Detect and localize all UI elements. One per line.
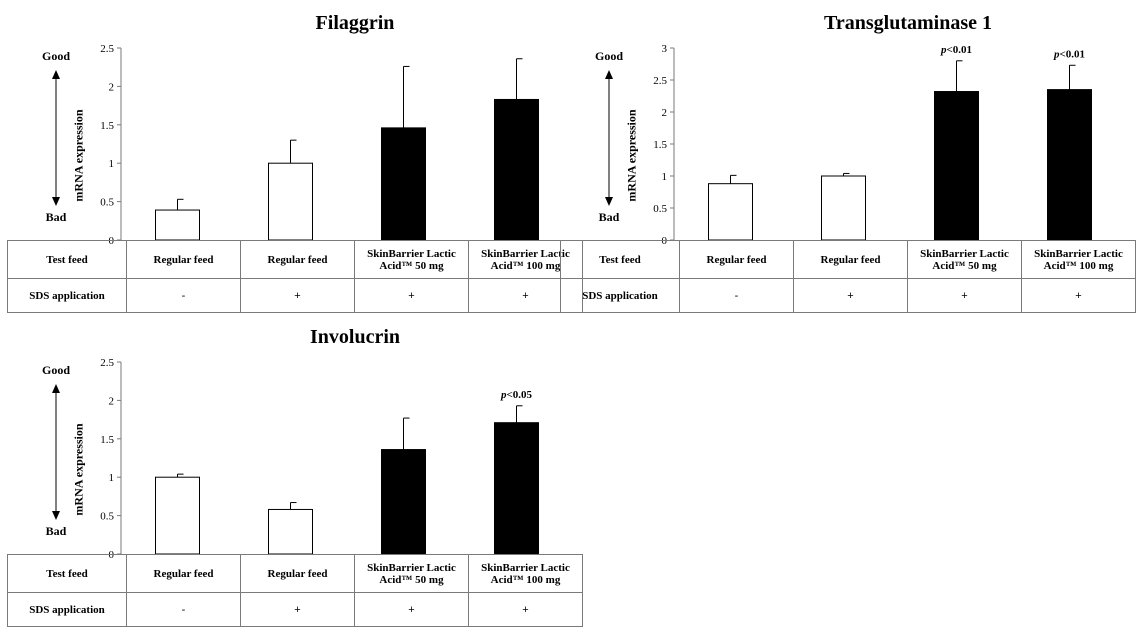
- y-tick-label: 0.5: [100, 511, 114, 523]
- y-tick-label: 1: [109, 472, 115, 484]
- sds-cell: +: [354, 592, 469, 627]
- sds-cell: +: [240, 278, 355, 313]
- bar-chart-svg: 00.511.522.5p<0.05: [52, 357, 539, 561]
- arrow-up-head: [52, 70, 60, 79]
- significance-label: p<0.05: [500, 389, 533, 401]
- bar: [155, 476, 200, 555]
- sds-application-header: SDS application: [560, 278, 680, 313]
- feed-cell: Regular feed: [793, 240, 908, 279]
- significance-label: p<0.01: [940, 44, 972, 56]
- feed-cell: SkinBarrier Lactic Acid™ 100 mg: [468, 554, 583, 593]
- feed-cell: Regular feed: [240, 554, 355, 593]
- significance-label: p<0.01: [1053, 48, 1085, 60]
- bar: [708, 183, 753, 241]
- y-tick-label: 2.5: [100, 357, 114, 369]
- treatment-table: Test feed Regular feed Regular feed Skin…: [560, 240, 1136, 313]
- treatment-table: Test feed Regular feed Regular feed Skin…: [7, 240, 583, 313]
- chart-panel-filaggrin: Filaggrin Good Bad mRNA expression 0 0.5 1…: [7, 12, 583, 316]
- bar: [381, 449, 426, 555]
- feed-cell: Regular feed: [240, 240, 355, 279]
- feed-cell: Regular feed: [126, 554, 241, 593]
- bar: [268, 508, 313, 555]
- bar: [934, 91, 979, 241]
- y-tick-label: 2.5: [100, 43, 114, 55]
- bar: [494, 98, 539, 241]
- y-tick-label: 1: [109, 158, 115, 170]
- y-tick-label: 0.5: [653, 203, 667, 215]
- sds-cell: -: [679, 278, 794, 313]
- arrow-down-head: [605, 197, 613, 206]
- bad-label: Bad: [45, 210, 67, 224]
- bar: [1047, 89, 1092, 241]
- sds-cell: -: [126, 592, 241, 627]
- good-label: Good: [41, 49, 70, 63]
- chart-panel-involucrin: Involucrin Good Bad mRNA expression 0 0.5…: [7, 326, 583, 627]
- bar: [381, 127, 426, 241]
- feed-cell: Regular feed: [679, 240, 794, 279]
- bad-label: Bad: [598, 210, 620, 224]
- y-tick-label: 2: [109, 395, 115, 407]
- bar: [155, 209, 200, 241]
- sds-cell: +: [354, 278, 469, 313]
- bar-chart-svg: 00.511.522.5: [52, 43, 539, 247]
- y-tick-label: 2: [662, 107, 668, 119]
- test-feed-header: Test feed: [7, 240, 127, 279]
- y-tick-label: 1.5: [100, 120, 114, 132]
- sds-cell: +: [1021, 278, 1136, 313]
- bar: [268, 162, 313, 241]
- feed-cell: Regular feed: [126, 240, 241, 279]
- sds-cell: +: [468, 592, 583, 627]
- arrow-down-head: [52, 197, 60, 206]
- treatment-table: Test feed Regular feed Regular feed Skin…: [7, 554, 583, 627]
- y-tick-label: 1: [662, 171, 668, 183]
- y-tick-label: 2.5: [653, 75, 667, 87]
- bad-label: Bad: [45, 524, 67, 538]
- chart-panel-transglutaminase: Transglutaminase 1 Good Bad mRNA express…: [560, 12, 1136, 316]
- sds-cell: +: [907, 278, 1022, 313]
- good-label: Good: [594, 49, 623, 63]
- bar-chart-svg: 00.511.522.53 p<0.01 p<0.01: [605, 43, 1092, 247]
- y-tick-label: 2: [109, 81, 115, 93]
- chart-title: Filaggrin: [315, 12, 395, 34]
- arrow-down-head: [52, 511, 60, 520]
- test-feed-header: Test feed: [560, 240, 680, 279]
- chart-title: Transglutaminase 1: [824, 12, 992, 34]
- chart-title: Involucrin: [309, 326, 401, 348]
- bar: [821, 175, 866, 241]
- sds-cell: -: [126, 278, 241, 313]
- sds-cell: +: [240, 592, 355, 627]
- feed-cell: SkinBarrier Lactic Acid™ 100 mg: [1021, 240, 1136, 279]
- feed-cell: SkinBarrier Lactic Acid™ 50 mg: [354, 240, 469, 279]
- sds-application-header: SDS application: [7, 278, 127, 313]
- bar: [494, 422, 539, 555]
- y-tick-label: 0.5: [100, 197, 114, 209]
- y-tick-label: 1.5: [100, 434, 114, 446]
- feed-cell: SkinBarrier Lactic Acid™ 50 mg: [354, 554, 469, 593]
- sds-cell: +: [793, 278, 908, 313]
- arrow-up-head: [52, 384, 60, 393]
- y-tick-label: 3: [662, 43, 668, 55]
- sds-application-header: SDS application: [7, 592, 127, 627]
- good-label: Good: [41, 363, 70, 377]
- arrow-up-head: [605, 70, 613, 79]
- feed-cell: SkinBarrier Lactic Acid™ 50 mg: [907, 240, 1022, 279]
- test-feed-header: Test feed: [7, 554, 127, 593]
- y-tick-label: 1.5: [653, 139, 667, 151]
